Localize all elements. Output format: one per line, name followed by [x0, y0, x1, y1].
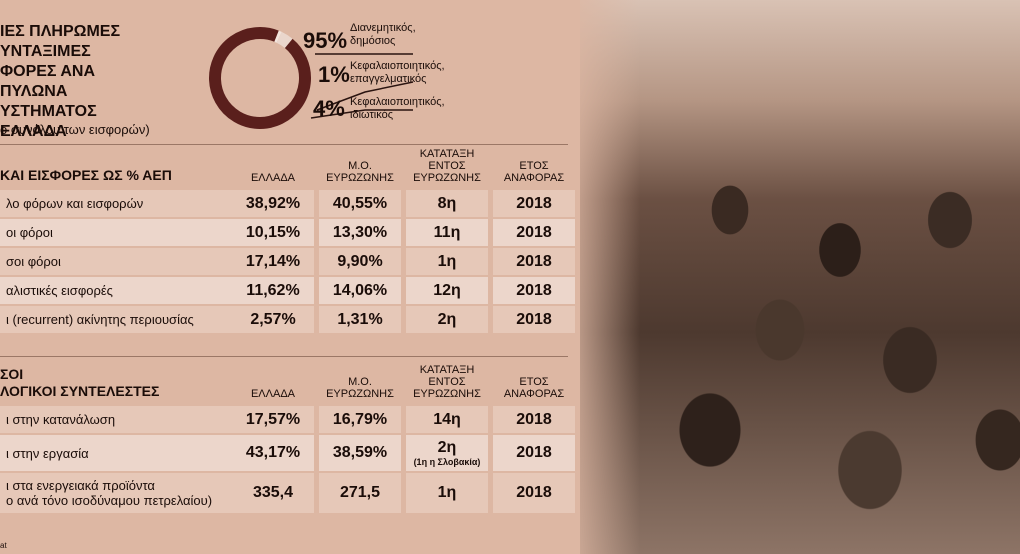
cell-eurozone: 1,31%	[319, 306, 401, 333]
rank-value: 2η	[437, 439, 457, 456]
pie-title-line: ΙΕΣ ΠΛΗΡΩΜΕΣ	[0, 23, 121, 40]
table-row: λο φόρων και εισφορών 38,92% 40,55% 8η 2…	[0, 190, 575, 217]
cell-eurozone: 14,06%	[319, 277, 401, 304]
row-label: σοι φόροι	[0, 248, 232, 275]
donut-slice	[276, 31, 293, 49]
cell-rank: 2η	[406, 306, 488, 333]
row-label-line: ι στα ενεργειακά προϊόντα	[6, 478, 155, 493]
pie-subtitle: ο συνόλου των εισφορών)	[0, 122, 150, 137]
cell-greece: 11,62%	[232, 277, 314, 304]
slice-pct: 1%	[318, 62, 350, 87]
cell-year: 2018	[493, 473, 575, 513]
table-row: σοι φόροι 17,14% 9,90% 1η 2018	[0, 248, 575, 275]
leader-line	[316, 81, 414, 111]
pie-title-line: ΥΣΤΗΜΑΤΟΣ	[0, 103, 97, 120]
rank-note: (1η η Σλοβακία)	[413, 457, 481, 467]
divider	[0, 144, 568, 145]
slice-label-line: ιδιωτικός	[350, 109, 394, 121]
row-label: ι στα ενεργειακά προϊόντα ο ανά τόνο ισο…	[0, 473, 232, 513]
section-title-line: ΛΟΓΙΚΟΙ ΣΥΝΤΕΛΕΣΤΕΣ	[0, 383, 160, 399]
cell-eurozone: 38,59%	[319, 435, 401, 471]
col-header-greece: ΕΛΛΑΔΑ	[250, 172, 296, 184]
col-header-year: ΕΤΟΣ ΑΝΑΦΟΡΑΣ	[503, 376, 565, 400]
cell-greece: 17,57%	[232, 406, 314, 433]
cell-greece: 17,14%	[232, 248, 314, 275]
table-header-row: ΣΟΙ ΛΟΓΙΚΟΙ ΣΥΝΤΕΛΕΣΤΕΣ ΕΛΛΑΔΑ Μ.Ο. ΕΥΡΩ…	[0, 364, 575, 404]
pie-title: ΙΕΣ ΠΛΗΡΩΜΕΣ ΥΝΤΑΞΙΜΕΣ ΦΟΡΕΣ ΑΝΑ ΠΥΛΩΝΑ …	[0, 22, 165, 142]
table-row: ι στην εργασία 43,17% 38,59% 2η (1η η Σλ…	[0, 435, 575, 471]
cell-eurozone: 9,90%	[319, 248, 401, 275]
cell-year: 2018	[493, 248, 575, 275]
divider	[0, 356, 568, 357]
table-row: αλιστικές εισφορές 11,62% 14,06% 12η 201…	[0, 277, 575, 304]
col-header-rank: ΚΑΤΑΤΑΞΗ ΕΝΤΟΣ ΕΥΡΩΖΩΝΗΣ	[413, 364, 481, 400]
row-label: ι στην κατανάλωση	[0, 406, 232, 433]
taxes-contributions-table: ΚΑΙ ΕΙΣΦΟΡΕΣ ΩΣ % ΑΕΠ ΕΛΛΑΔΑ Μ.Ο. ΕΥΡΩΖΩ…	[0, 146, 575, 335]
cell-rank: 8η	[406, 190, 488, 217]
section-title: ΣΟΙ ΛΟΓΙΚΟΙ ΣΥΝΤΕΛΕΣΤΕΣ	[0, 364, 232, 404]
slice-label: Κεφαλαιοποιητικός, επαγγελματικός	[350, 60, 445, 86]
cell-greece: 10,15%	[232, 219, 314, 246]
cell-eurozone: 40,55%	[319, 190, 401, 217]
slice-label-line: επαγγελματικός	[350, 73, 427, 85]
cell-rank: 2η (1η η Σλοβακία)	[406, 435, 488, 471]
cell-eurozone: 271,5	[319, 473, 401, 513]
slice-label: Διανεμητικός, δημόσιος	[350, 22, 416, 48]
slice-pct: 4%	[313, 96, 345, 121]
table-row: ι στα ενεργειακά προϊόντα ο ανά τόνο ισο…	[0, 473, 575, 513]
col-header-greece: ΕΛΛΑΔΑ	[250, 388, 296, 400]
cell-eurozone: 16,79%	[319, 406, 401, 433]
slice-label-line: Κεφαλαιοποιητικός,	[350, 96, 445, 108]
donut-slice	[209, 27, 311, 129]
source-note: at	[0, 541, 7, 550]
cell-year: 2018	[493, 406, 575, 433]
cell-rank: 1η	[406, 248, 488, 275]
pension-donut-chart	[209, 27, 414, 129]
donut-slice	[274, 30, 282, 43]
col-header-eurozone: Μ.Ο. ΕΥΡΩΖΩΝΗΣ	[326, 376, 394, 400]
crowd-photo	[580, 0, 1020, 554]
cell-year: 2018	[493, 277, 575, 304]
table-row: οι φόροι 10,15% 13,30% 11η 2018	[0, 219, 575, 246]
row-label: ι στην εργασία	[0, 435, 232, 471]
cell-greece: 335,4	[232, 473, 314, 513]
cell-rank: 14η	[406, 406, 488, 433]
cell-year: 2018	[493, 306, 575, 333]
cell-greece: 38,92%	[232, 190, 314, 217]
col-header-rank: ΚΑΤΑΤΑΞΗ ΕΝΤΟΣ ΕΥΡΩΖΩΝΗΣ	[413, 148, 481, 184]
slice-pct: 95%	[303, 28, 348, 53]
cell-rank: 1η	[406, 473, 488, 513]
row-label: ι (recurrent) ακίνητης περιουσίας	[0, 306, 232, 333]
pie-title-line: ΕΛΛΑΔΑ	[0, 123, 67, 140]
cell-rank: 11η	[406, 219, 488, 246]
cell-greece: 43,17%	[232, 435, 314, 471]
slice-label-line: Κεφαλαιοποιητικός,	[350, 60, 445, 72]
table-header-row: ΚΑΙ ΕΙΣΦΟΡΕΣ ΩΣ % ΑΕΠ ΕΛΛΑΔΑ Μ.Ο. ΕΥΡΩΖΩ…	[0, 148, 575, 188]
table-row: ι στην κατανάλωση 17,57% 16,79% 14η 2018	[0, 406, 575, 433]
row-label-line: ο ανά τόνο ισοδύναμου πετρελαίου)	[6, 493, 213, 508]
slice-label-line: δημόσιος	[350, 35, 396, 47]
col-header-year: ΕΤΟΣ ΑΝΑΦΟΡΑΣ	[503, 160, 565, 184]
cell-rank: 12η	[406, 277, 488, 304]
pie-title-line: ΥΝΤΑΞΙΜΕΣ	[0, 43, 91, 60]
donut-slices	[209, 27, 311, 129]
row-label: λο φόρων και εισφορών	[0, 190, 232, 217]
table-row: ι (recurrent) ακίνητης περιουσίας 2,57% …	[0, 306, 575, 333]
section-title: ΚΑΙ ΕΙΣΦΟΡΕΣ ΩΣ % ΑΕΠ	[0, 167, 172, 183]
cell-year: 2018	[493, 190, 575, 217]
cell-year: 2018	[493, 435, 575, 471]
leader-line	[310, 109, 413, 119]
section-title-line: ΣΟΙ	[0, 366, 24, 382]
cell-greece: 2,57%	[232, 306, 314, 333]
pie-title-line: ΦΟΡΕΣ ΑΝΑ ΠΥΛΩΝΑ	[0, 63, 96, 100]
slice-label: Κεφαλαιοποιητικός, ιδιωτικός	[350, 96, 445, 122]
slice-label-line: Διανεμητικός,	[350, 22, 416, 34]
row-label: οι φόροι	[0, 219, 232, 246]
cell-year: 2018	[493, 219, 575, 246]
col-header-eurozone: Μ.Ο. ΕΥΡΩΖΩΝΗΣ	[326, 160, 394, 184]
implicit-tax-rates-table: ΣΟΙ ΛΟΓΙΚΟΙ ΣΥΝΤΕΛΕΣΤΕΣ ΕΛΛΑΔΑ Μ.Ο. ΕΥΡΩ…	[0, 362, 575, 515]
cell-eurozone: 13,30%	[319, 219, 401, 246]
row-label: αλιστικές εισφορές	[0, 277, 232, 304]
